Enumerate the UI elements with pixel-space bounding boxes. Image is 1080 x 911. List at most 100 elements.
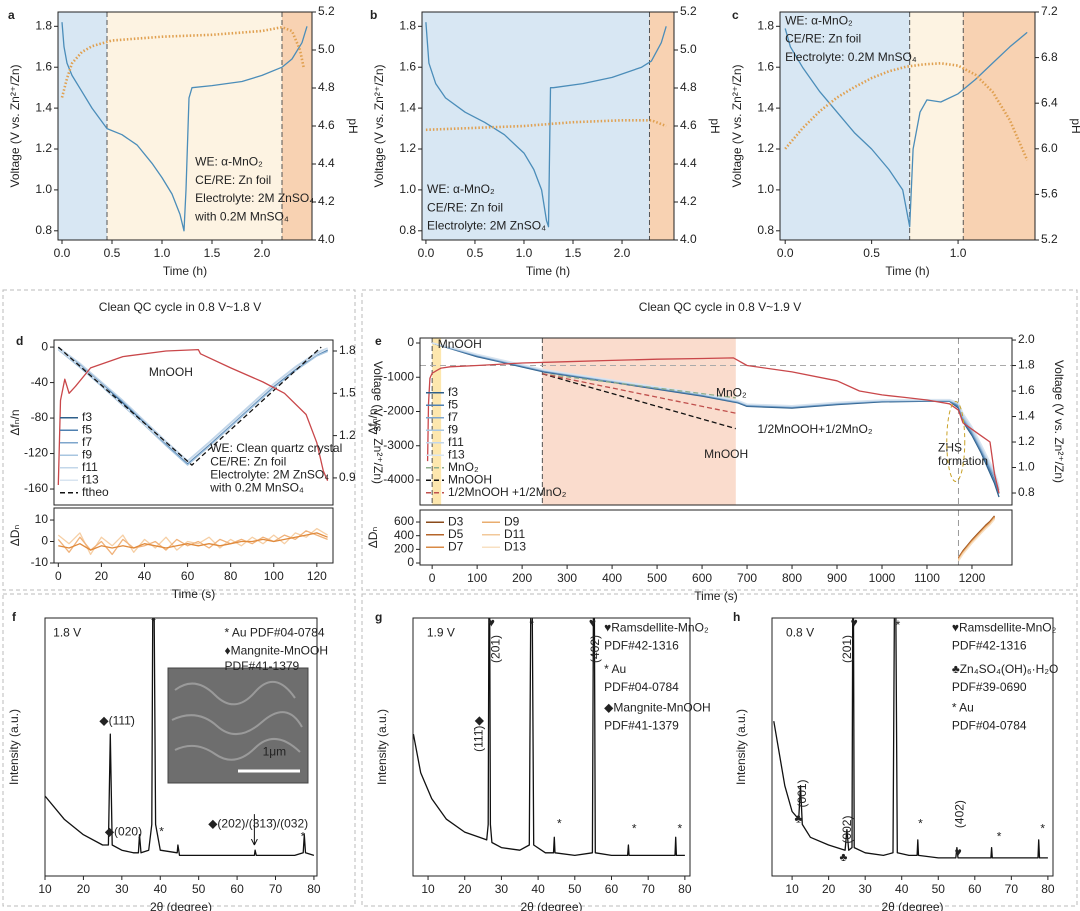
annotation: Electrolyte: 2M ZnSO₄ xyxy=(210,467,329,481)
y2-tick-label: 1.8 xyxy=(1018,358,1035,372)
annotation: ◆(202)/(313̄)/(032) xyxy=(208,817,308,831)
y-tick-label: 1.0 xyxy=(399,182,416,196)
x-tick-label: 40 xyxy=(895,882,909,896)
section-title: Clean QC cycle in 0.8 V~1.8 V xyxy=(99,300,261,314)
series-line xyxy=(542,373,736,399)
annotation: Electrolyte: 2M ZnSO₄ xyxy=(195,191,314,205)
legend-label: f11 xyxy=(448,435,464,449)
y2-tick-label: 4.6 xyxy=(318,118,335,132)
y2-tick-label: 1.2 xyxy=(339,428,356,442)
series-line xyxy=(542,373,736,414)
y2-tick-label: 0.9 xyxy=(339,470,356,484)
x-tick-label: 0.5 xyxy=(104,246,121,260)
series-line xyxy=(57,348,329,486)
annotation: ♣Zn₄SO₄(OH)₆·H₂O xyxy=(952,662,1059,676)
legend-label: 1/2MnOOH +1/2MnO₂ xyxy=(448,485,567,499)
x-tick-label: 20 xyxy=(458,882,472,896)
x-tick-label: 500 xyxy=(647,571,667,585)
x-tick-label: 1.0 xyxy=(516,246,533,260)
y2-tick-label: 1.8 xyxy=(339,343,356,357)
legend-label: f7 xyxy=(448,410,458,424)
panel-letter: d xyxy=(16,334,23,348)
plot-area xyxy=(420,338,1012,505)
annotation: * xyxy=(896,618,901,632)
series-line xyxy=(773,618,1048,859)
x-tick-label: 70 xyxy=(1005,882,1019,896)
annotation: 0.8 V xyxy=(786,626,814,640)
y2-tick-label: 4.2 xyxy=(680,194,697,208)
legend-label: f3 xyxy=(82,410,92,424)
x-tick-label: 60 xyxy=(230,882,244,896)
x-tick-label: 80 xyxy=(678,882,692,896)
x-tick-label: 50 xyxy=(192,882,206,896)
annotation: (201) xyxy=(840,635,854,663)
series-line xyxy=(45,618,315,857)
legend-label: ftheo xyxy=(82,485,109,499)
y-axis-label: Intensity (a.u.) xyxy=(7,709,21,785)
legend-label: f13 xyxy=(82,472,99,486)
x-tick-label: 0 xyxy=(55,569,62,583)
y2-tick-label: 4.2 xyxy=(318,194,335,208)
region xyxy=(909,12,964,240)
x-tick-label: 100 xyxy=(467,571,487,585)
y-tick-label: -40 xyxy=(31,375,49,389)
annotation: ♥Ramsdellite-MnO₂ xyxy=(952,620,1057,634)
y2-axis-label: Voltage (V vs. Zn²⁺/Zn) xyxy=(1052,360,1066,483)
y-tick-label: 1.6 xyxy=(399,59,416,73)
y2-tick-label: 7.2 xyxy=(1041,4,1058,18)
y-tick-label: -80 xyxy=(31,410,49,424)
annotation: WE: α-MnO₂ xyxy=(785,13,853,27)
y-tick-label: -120 xyxy=(24,446,48,460)
y-tick-label: -10 xyxy=(31,555,49,569)
legend-label: D7 xyxy=(448,539,464,553)
x-axis-label: 2θ (degree) xyxy=(520,900,582,911)
plot-area xyxy=(57,346,329,486)
y2-tick-label: 1.0 xyxy=(1018,460,1035,474)
x-axis-label: Time (h) xyxy=(526,264,570,278)
panel-frame xyxy=(2,593,356,907)
x-tick-label: 20 xyxy=(822,882,836,896)
y2-tick-label: 1.5 xyxy=(339,385,356,399)
annotation: CE/RE: Zn foil xyxy=(785,32,861,46)
y-tick-label: 0 xyxy=(41,339,48,353)
y-tick-label: 1.6 xyxy=(35,59,52,73)
y-tick-label: 0 xyxy=(407,335,414,349)
y-tick-label: 1.2 xyxy=(399,141,416,155)
y-axis-label: Voltage (V vs. Zn²⁺/Zn) xyxy=(372,64,386,187)
y-tick-label: 0 xyxy=(407,555,414,569)
legend-label: D9 xyxy=(504,514,520,528)
y2-tick-label: 1.2 xyxy=(1018,434,1035,448)
x-tick-label: 40 xyxy=(154,882,168,896)
annotation: * xyxy=(159,824,164,838)
x-axis-label: Time (s) xyxy=(694,589,738,603)
annotation: ZHS xyxy=(938,440,962,454)
highlight-ellipse xyxy=(946,401,966,483)
annotation: ♣ xyxy=(839,850,847,864)
region xyxy=(432,338,442,505)
series-line xyxy=(57,346,322,466)
legend-label: f5 xyxy=(82,422,92,436)
x-tick-label: 2.0 xyxy=(254,246,271,260)
y-tick-label: 0.8 xyxy=(757,223,774,237)
x-tick-label: 300 xyxy=(557,571,577,585)
x-tick-label: 1000 xyxy=(869,571,896,585)
sem-inset xyxy=(167,667,309,784)
region xyxy=(542,338,736,505)
y-tick-label: 400 xyxy=(394,528,414,542)
x-tick-label: 0 xyxy=(429,571,436,585)
x-tick-label: 10 xyxy=(785,882,799,896)
series-line xyxy=(57,527,328,556)
x-tick-label: 80 xyxy=(1041,882,1055,896)
panel-frame xyxy=(361,593,1078,907)
region xyxy=(107,12,282,240)
x-tick-label: 20 xyxy=(95,569,109,583)
annotation: PDF#42-1316 xyxy=(952,639,1027,653)
series-line xyxy=(57,530,328,556)
x-tick-label: 1.5 xyxy=(565,246,582,260)
annotation: ♣ xyxy=(794,811,802,825)
annotation: * xyxy=(918,817,923,831)
annotation: * xyxy=(997,829,1002,843)
annotation: PDF#41-1379 xyxy=(604,719,679,733)
series-line xyxy=(784,28,1028,228)
y-tick-label: 1.6 xyxy=(757,59,774,73)
